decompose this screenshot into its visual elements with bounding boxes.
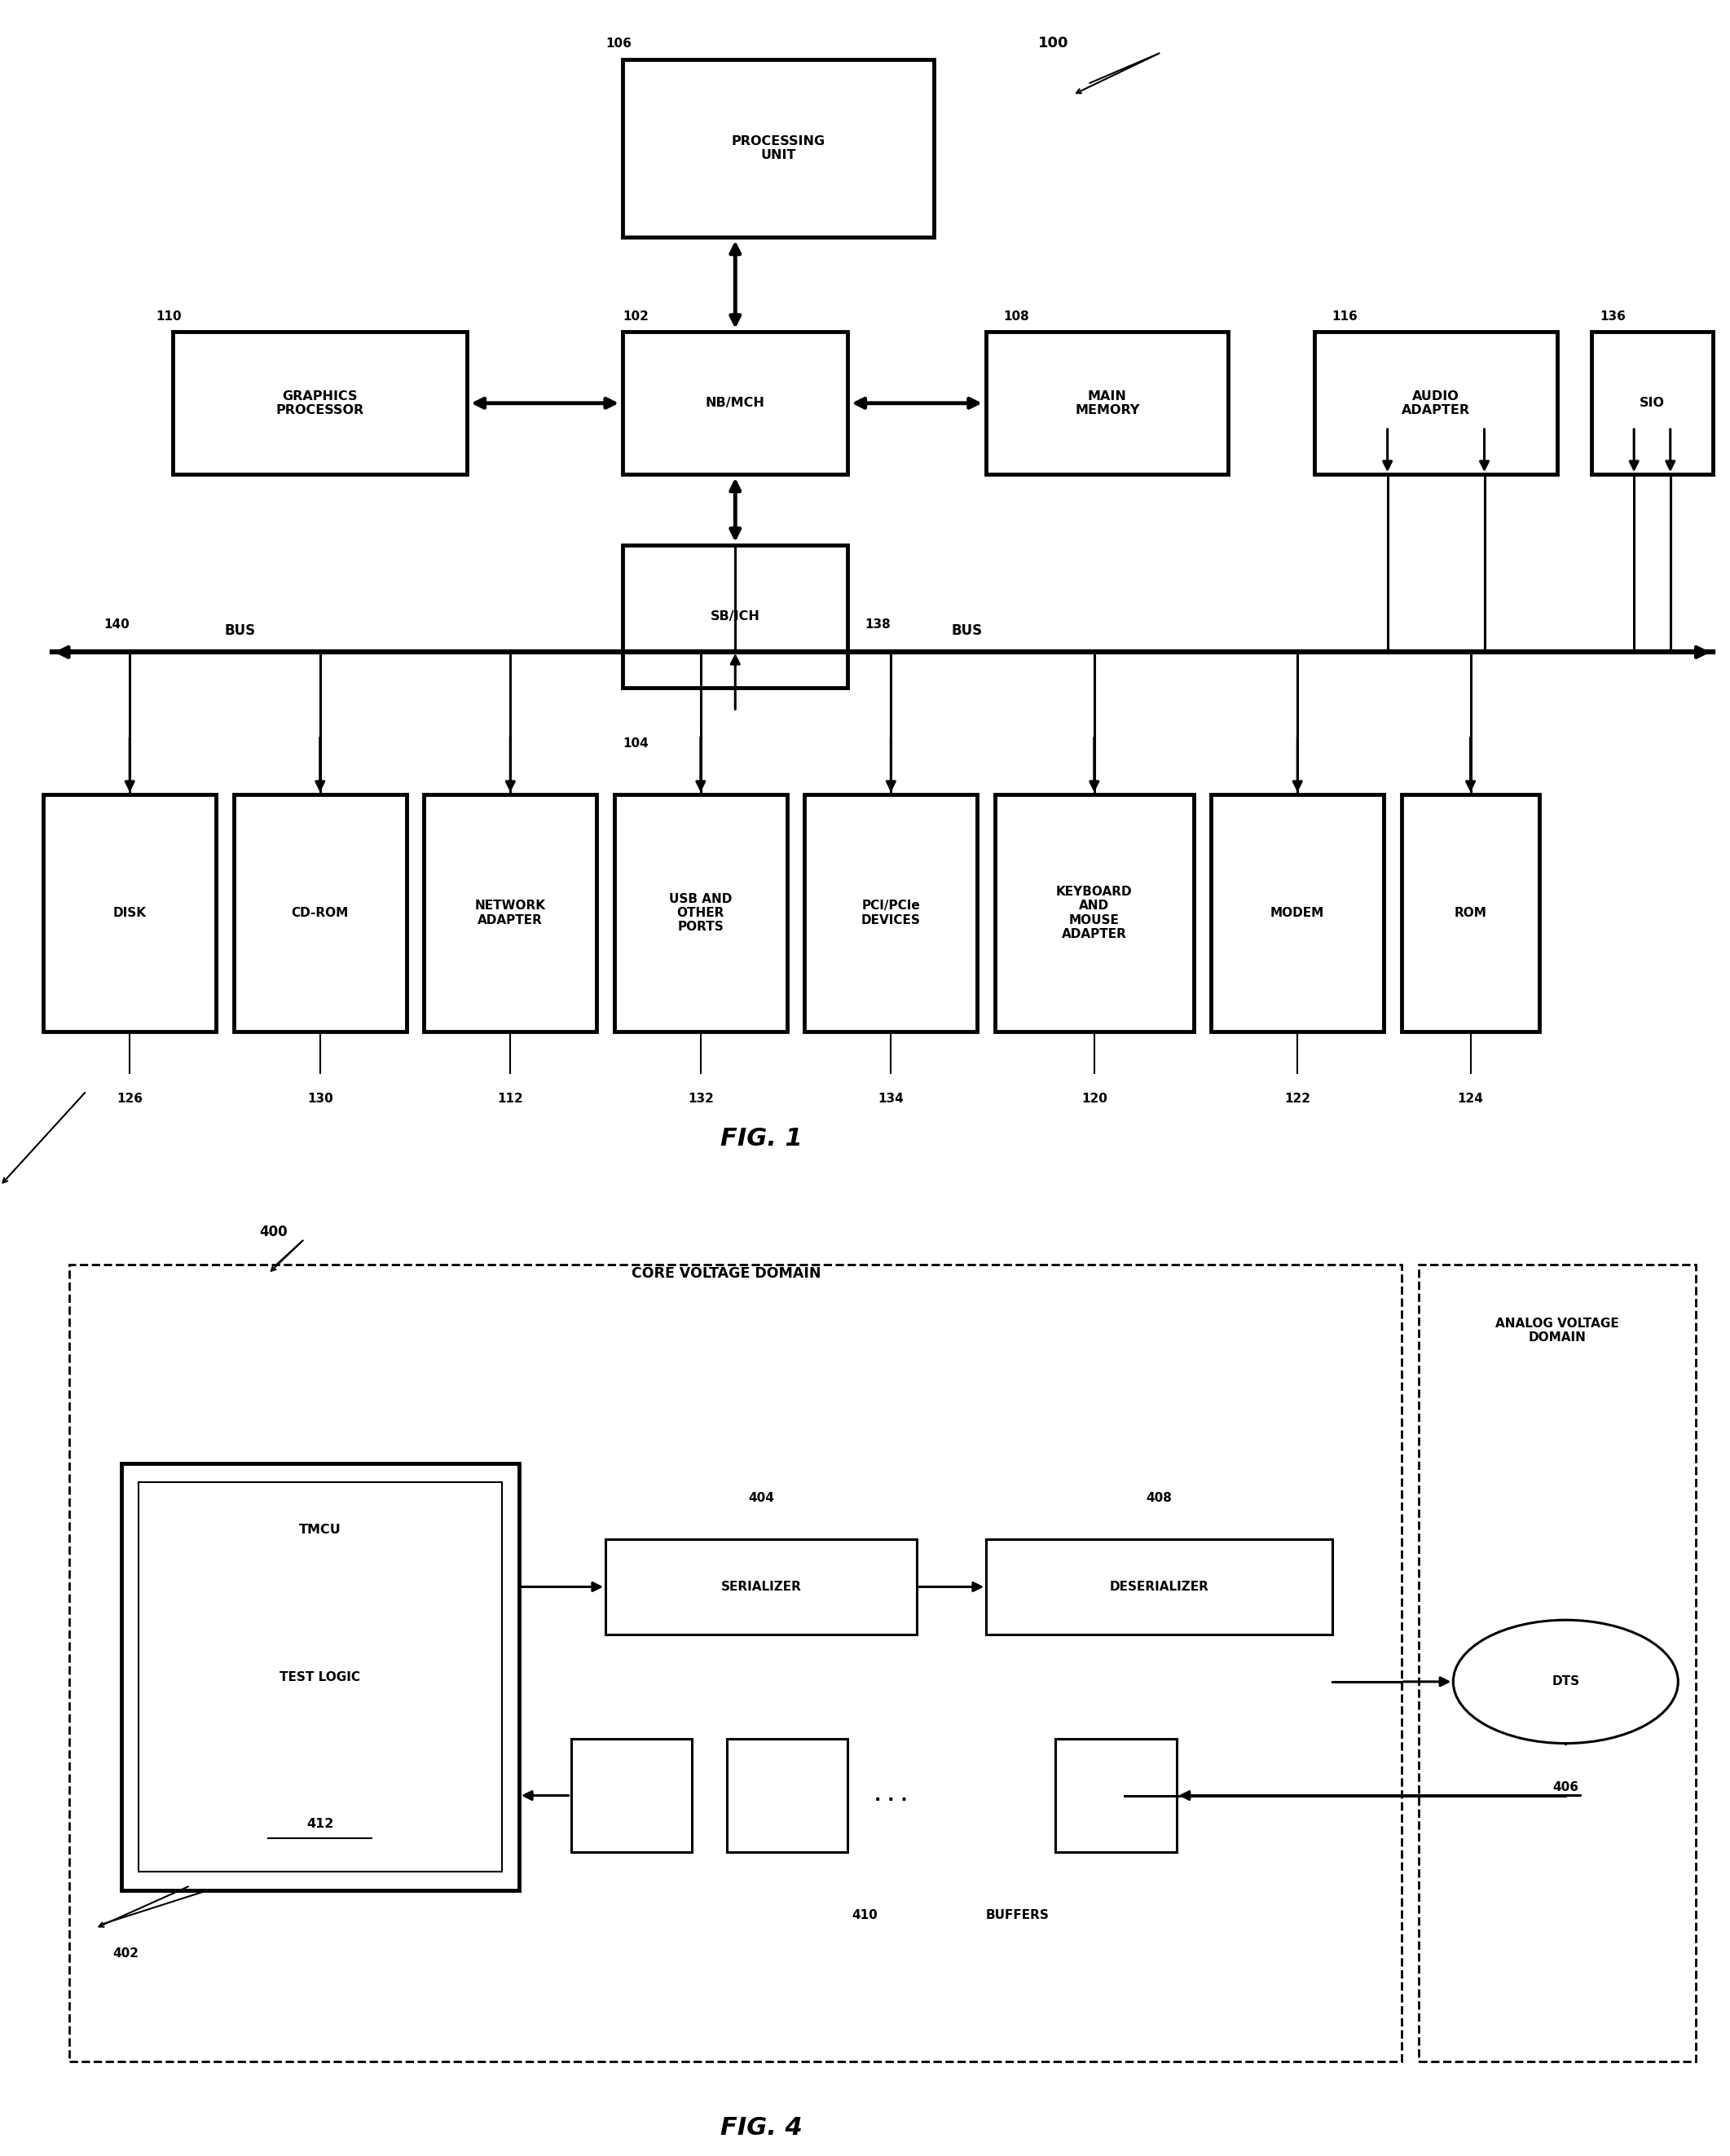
Text: 406: 406 (1552, 1781, 1579, 1794)
Text: BUS: BUS (225, 623, 256, 638)
FancyBboxPatch shape (138, 1483, 502, 1871)
FancyBboxPatch shape (1592, 332, 1713, 474)
Text: 410: 410 (853, 1908, 877, 1921)
FancyBboxPatch shape (1211, 793, 1384, 1031)
FancyBboxPatch shape (606, 1539, 917, 1634)
Text: TEST LOGIC: TEST LOGIC (280, 1671, 360, 1684)
FancyBboxPatch shape (995, 793, 1194, 1031)
Text: NETWORK
ADAPTER: NETWORK ADAPTER (476, 899, 545, 927)
FancyBboxPatch shape (1401, 793, 1540, 1031)
FancyBboxPatch shape (727, 1738, 848, 1852)
FancyBboxPatch shape (173, 332, 467, 474)
FancyBboxPatch shape (623, 545, 848, 688)
Text: CD-ROM: CD-ROM (291, 908, 349, 918)
Text: 140: 140 (104, 619, 130, 632)
FancyBboxPatch shape (1055, 1738, 1176, 1852)
Text: 402: 402 (112, 1947, 138, 1960)
Text: 412: 412 (306, 1818, 334, 1830)
Text: DISK: DISK (112, 908, 147, 918)
Text: DESERIALIZER: DESERIALIZER (1109, 1580, 1209, 1593)
Text: SIO: SIO (1640, 397, 1664, 410)
Text: BUS: BUS (952, 623, 983, 638)
Text: PCI/PCIe
DEVICES: PCI/PCIe DEVICES (862, 899, 920, 927)
FancyBboxPatch shape (986, 332, 1228, 474)
Text: 126: 126 (116, 1093, 144, 1106)
Text: 100: 100 (1038, 37, 1069, 52)
Text: AUDIO
ADAPTER: AUDIO ADAPTER (1401, 390, 1470, 416)
Text: 138: 138 (865, 619, 891, 632)
FancyBboxPatch shape (804, 793, 977, 1031)
Text: 130: 130 (308, 1093, 332, 1106)
Text: 124: 124 (1457, 1093, 1484, 1106)
FancyBboxPatch shape (234, 793, 407, 1031)
Text: KEYBOARD
AND
MOUSE
ADAPTER: KEYBOARD AND MOUSE ADAPTER (1055, 886, 1133, 940)
Text: FIG. 4: FIG. 4 (720, 2115, 803, 2139)
Text: NB/MCH: NB/MCH (706, 397, 765, 410)
Text: FIG. 1: FIG. 1 (720, 1128, 803, 1149)
Text: SERIALIZER: SERIALIZER (721, 1580, 801, 1593)
FancyBboxPatch shape (623, 332, 848, 474)
Text: USB AND
OTHER
PORTS: USB AND OTHER PORTS (670, 893, 732, 934)
FancyBboxPatch shape (571, 1738, 692, 1852)
FancyBboxPatch shape (1315, 332, 1557, 474)
Text: 136: 136 (1600, 310, 1626, 323)
Text: 116: 116 (1332, 310, 1358, 323)
FancyBboxPatch shape (623, 58, 934, 237)
Text: 120: 120 (1081, 1093, 1107, 1106)
FancyBboxPatch shape (121, 1464, 519, 1891)
Text: . . .: . . . (874, 1787, 908, 1805)
Text: 404: 404 (747, 1492, 775, 1505)
Text: DTS: DTS (1552, 1675, 1579, 1688)
FancyBboxPatch shape (69, 1263, 1401, 2061)
Text: 112: 112 (498, 1093, 522, 1106)
Text: 134: 134 (879, 1093, 903, 1106)
Text: 400: 400 (260, 1225, 287, 1240)
Text: SB/ICH: SB/ICH (711, 610, 759, 623)
Text: 132: 132 (687, 1093, 714, 1106)
FancyBboxPatch shape (424, 793, 597, 1031)
Text: ROM: ROM (1455, 908, 1486, 918)
Text: 106: 106 (606, 37, 631, 50)
Circle shape (1453, 1619, 1678, 1744)
Text: 108: 108 (1003, 310, 1029, 323)
Text: 122: 122 (1284, 1093, 1311, 1106)
FancyBboxPatch shape (1419, 1263, 1695, 2061)
FancyBboxPatch shape (614, 793, 787, 1031)
Text: CORE VOLTAGE DOMAIN: CORE VOLTAGE DOMAIN (631, 1266, 822, 1281)
Text: MODEM: MODEM (1270, 908, 1325, 918)
Text: ANALOG VOLTAGE
DOMAIN: ANALOG VOLTAGE DOMAIN (1495, 1317, 1619, 1343)
Text: BUFFERS: BUFFERS (986, 1908, 1050, 1921)
Text: GRAPHICS
PROCESSOR: GRAPHICS PROCESSOR (277, 390, 363, 416)
Text: 104: 104 (623, 737, 649, 750)
FancyBboxPatch shape (986, 1539, 1332, 1634)
Text: 408: 408 (1145, 1492, 1173, 1505)
Text: PROCESSING
UNIT: PROCESSING UNIT (732, 136, 825, 162)
Text: MAIN
MEMORY: MAIN MEMORY (1074, 390, 1140, 416)
Text: 102: 102 (623, 310, 649, 323)
FancyBboxPatch shape (43, 793, 216, 1031)
Text: TMCU: TMCU (299, 1524, 341, 1535)
Text: 110: 110 (156, 310, 182, 323)
